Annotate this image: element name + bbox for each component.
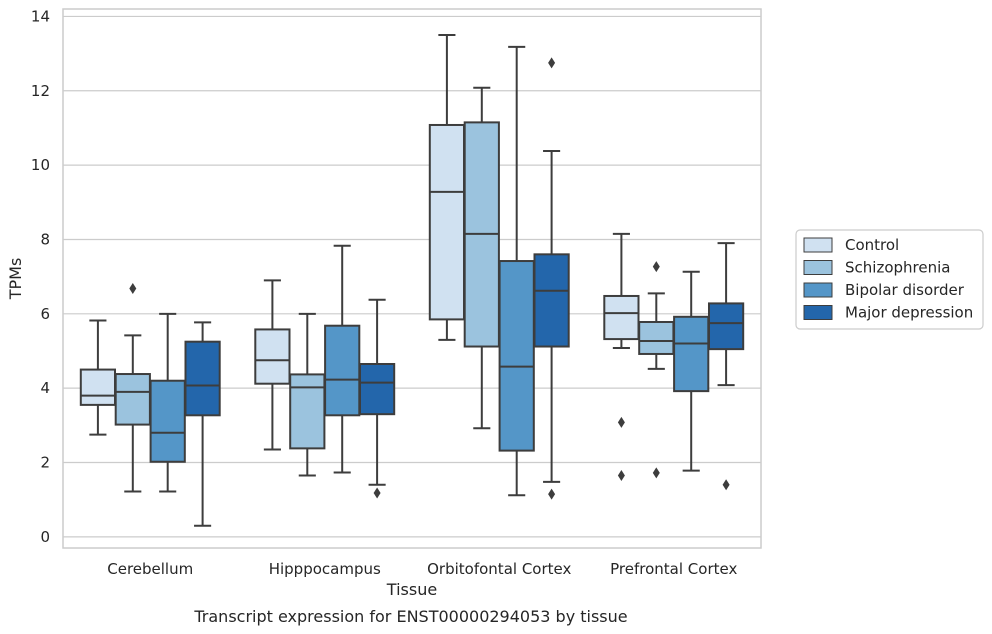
legend: Control Schizophrenia Bipolar disorder Majo…	[795, 229, 984, 330]
iqr-box	[638, 320, 675, 355]
box-bipolar-disorder	[673, 270, 710, 472]
y-tick-label: 6	[40, 305, 50, 323]
box-control	[603, 232, 640, 482]
iqr-box	[289, 373, 326, 450]
box-schizophrenia	[114, 283, 151, 493]
box-bipolar-disorder	[149, 312, 186, 493]
legend-swatch	[803, 305, 833, 320]
plot-area-frame	[62, 8, 762, 549]
box-major-depression	[533, 57, 570, 500]
box-major-depression	[184, 321, 221, 527]
legend-label: Control	[845, 236, 899, 254]
outlier-point	[373, 487, 381, 499]
legend-swatch	[803, 260, 833, 275]
box-major-depression	[707, 242, 745, 491]
iqr-box	[79, 368, 117, 406]
iqr-box	[114, 373, 151, 426]
legend-label: Schizophrenia	[845, 259, 950, 277]
outlier-point	[129, 283, 137, 295]
y-tick-label: 10	[31, 156, 50, 174]
outlier-point	[722, 479, 730, 491]
box-schizophrenia	[289, 312, 326, 477]
y-tick-label: 4	[40, 379, 50, 397]
y-tick-label: 14	[31, 7, 50, 25]
box-control	[79, 319, 117, 436]
iqr-box	[673, 315, 710, 393]
box-layer	[79, 34, 745, 527]
box-bipolar-disorder	[498, 45, 535, 497]
box-schizophrenia	[638, 261, 675, 479]
iqr-box	[603, 294, 640, 341]
y-axis-label: TPMs	[6, 258, 25, 301]
box-bipolar-disorder	[324, 244, 361, 474]
iqr-box	[358, 362, 396, 416]
iqr-box	[707, 302, 745, 351]
iqr-box	[184, 340, 221, 417]
x-tick-label: Hipppocampus	[269, 560, 381, 578]
outlier-point	[652, 467, 660, 479]
iqr-box	[149, 379, 186, 463]
x-tick-label: Prefrontal Cortex	[610, 560, 737, 578]
legend-label: Bipolar disorder	[845, 281, 965, 299]
x-tick-label: Orbitofontal Cortex	[427, 560, 571, 578]
x-axis-label: Tissue	[386, 580, 437, 599]
box-major-depression	[358, 298, 396, 499]
y-tick-label: 8	[40, 230, 50, 248]
legend-swatch	[803, 237, 833, 253]
chart-caption: Transcript expression for ENST0000029405…	[193, 607, 627, 626]
outlier-point	[617, 470, 625, 482]
legend-label: Major depression	[845, 304, 973, 322]
y-tick-label: 0	[40, 528, 50, 546]
iqr-box	[533, 253, 570, 348]
outlier-point	[617, 416, 625, 428]
box-control	[428, 34, 466, 341]
x-axis-ticks: Cerebellum Hipppocampus Orbitofontal Corte…	[107, 560, 737, 578]
iqr-box	[498, 260, 535, 452]
box-schizophrenia	[463, 86, 500, 430]
outlier-point	[548, 57, 556, 69]
y-axis-ticks: 0 2 4 6 8 10 12 14	[31, 7, 50, 545]
iqr-box	[428, 123, 466, 321]
y-tick-label: 12	[31, 82, 50, 100]
iqr-box	[324, 324, 361, 417]
legend-swatch	[803, 282, 833, 298]
legend-frame	[795, 229, 984, 330]
y-tick-label: 2	[40, 454, 50, 472]
x-tick-label: Cerebellum	[107, 560, 193, 578]
iqr-box	[254, 328, 291, 385]
outlier-point	[548, 488, 556, 500]
box-control	[254, 279, 291, 451]
outlier-point	[652, 261, 660, 273]
